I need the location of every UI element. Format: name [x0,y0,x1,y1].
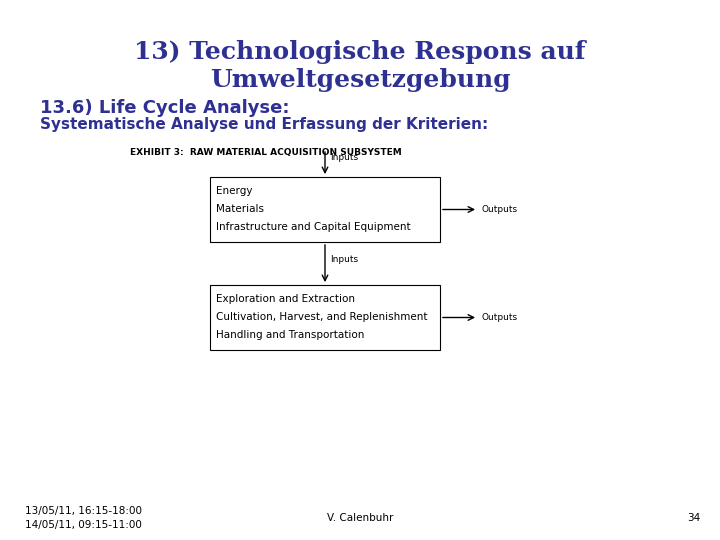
Bar [210,285,440,350]
Text: Systematische Analyse und Erfassung der Kriterien:: Systematische Analyse und Erfassung der … [40,117,488,132]
Text: V. Calenbuhr: V. Calenbuhr [327,513,393,523]
Text: EXHIBIT 3:  RAW MATERIAL ACQUISITION SUBSYSTEM: EXHIBIT 3: RAW MATERIAL ACQUISITION SUBS… [130,147,402,157]
Text: Exploration and Extraction: Exploration and Extraction [216,294,355,304]
Text: Inputs: Inputs [330,255,358,264]
Text: Inputs: Inputs [330,152,358,161]
Text: 34: 34 [687,513,700,523]
Text: Umweltgesetzgebung: Umweltgesetzgebung [210,68,510,92]
Text: Handling and Transportation: Handling and Transportation [216,330,364,340]
Text: 13.6) Life Cycle Analyse:: 13.6) Life Cycle Analyse: [40,99,289,117]
Text: Outputs: Outputs [482,205,518,214]
Text: Outputs: Outputs [482,313,518,322]
Text: 13) Technologische Respons auf: 13) Technologische Respons auf [134,40,586,64]
Text: Cultivation, Harvest, and Replenishment: Cultivation, Harvest, and Replenishment [216,312,428,322]
Bar [210,177,440,242]
Text: Materials: Materials [216,204,264,214]
Text: 13/05/11, 16:15-18:00
14/05/11, 09:15-11:00: 13/05/11, 16:15-18:00 14/05/11, 09:15-11… [25,505,142,530]
Text: Infrastructure and Capital Equipment: Infrastructure and Capital Equipment [216,222,410,232]
Text: Energy: Energy [216,186,253,196]
